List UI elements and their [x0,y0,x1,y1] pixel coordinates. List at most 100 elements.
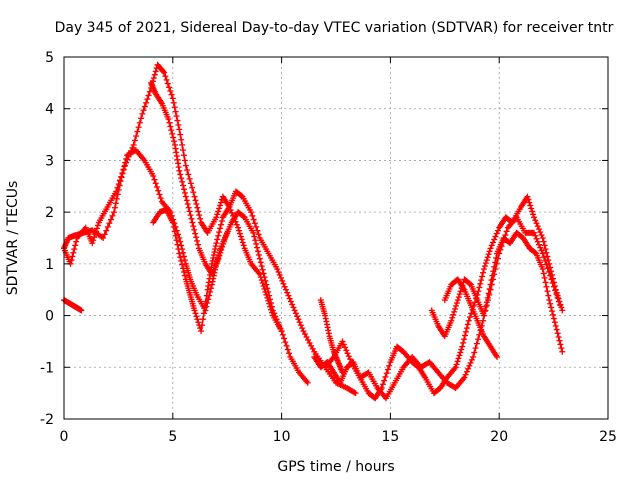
data-point [556,337,563,344]
data-point [478,277,485,284]
data-point [189,184,196,191]
data-point [268,300,275,307]
data-point [177,171,184,178]
data-point [261,274,268,281]
data-point [484,254,491,261]
data-point [451,308,458,315]
data-point [383,370,390,377]
data-point [274,266,281,273]
data-point [539,235,546,241]
data-point [180,265,187,272]
data-point [180,182,187,189]
data-point [251,220,258,227]
data-point [538,232,545,239]
data-point [463,368,470,375]
data-point [253,240,260,247]
chart-title: Day 345 of 2021, Sidereal Day-to-day VTE… [55,20,614,36]
data-point [466,362,473,369]
data-point [475,336,482,343]
data-point [252,237,259,244]
data-point [557,302,564,309]
data-point [163,76,170,83]
data-point [133,133,140,140]
data-point [220,240,227,247]
y-tick-label: 0 [45,309,54,325]
data-point [284,289,291,296]
data-point [184,201,191,208]
data-point [134,128,141,135]
data-point [295,316,302,323]
data-point [345,353,352,360]
data-point [150,172,157,179]
data-point [542,279,549,286]
data-point [175,246,182,253]
data-point [286,295,293,302]
data-point [351,389,358,396]
data-point [282,339,289,346]
data-point [221,237,228,244]
data-point [544,253,551,260]
data-point [552,287,559,294]
data-point [172,108,179,115]
data-point [151,71,158,78]
data-point [476,284,483,291]
data-point [254,248,261,255]
data-point [277,274,284,281]
series-line [63,64,309,384]
x-tick-label: 15 [381,429,399,445]
data-point [138,115,145,122]
data-point [214,211,221,218]
data-point [196,212,203,219]
data-point [340,341,347,348]
data-point [279,277,286,284]
data-point [547,272,554,279]
data-point [486,248,493,255]
data-point [492,259,499,266]
series-arc-8 [428,229,566,355]
data-point [455,294,462,301]
x-tick-label: 10 [273,429,291,445]
data-point [176,126,183,133]
data-point [171,104,178,111]
data-point [284,346,291,353]
data-point [199,322,206,329]
data-point [70,249,77,256]
data-point [256,271,263,278]
data-point [121,163,128,170]
data-point [544,288,551,295]
data-point [94,222,101,229]
data-point [452,305,459,312]
tick-layer: 0 5 10 15 20 25 -2 -1 0 1 2 3 4 5 [40,50,617,445]
data-point [195,208,202,215]
data-point [177,238,184,245]
data-point [492,233,499,240]
data-point [176,250,183,257]
data-point [172,232,179,239]
data-point [104,223,111,230]
data-point [286,350,293,357]
data-point [111,204,118,211]
data-point [532,232,539,239]
data-point [122,159,129,166]
data-point [168,91,175,98]
data-point [140,107,147,114]
data-point [250,216,257,223]
data-point [491,236,498,243]
data-point [171,138,178,145]
data-point [381,377,388,384]
data-point [213,214,220,221]
plot-frame [63,56,609,420]
data-point [547,300,554,307]
data-point [174,241,181,248]
data-point [93,225,100,232]
data-point [217,221,224,228]
data-point [460,339,467,346]
data-point [543,249,550,256]
data-point [248,209,255,216]
data-point [256,255,263,262]
data-point [471,349,478,356]
data-point [552,322,559,329]
data-point [238,236,245,243]
data-point [170,99,177,106]
data-point [185,171,192,178]
